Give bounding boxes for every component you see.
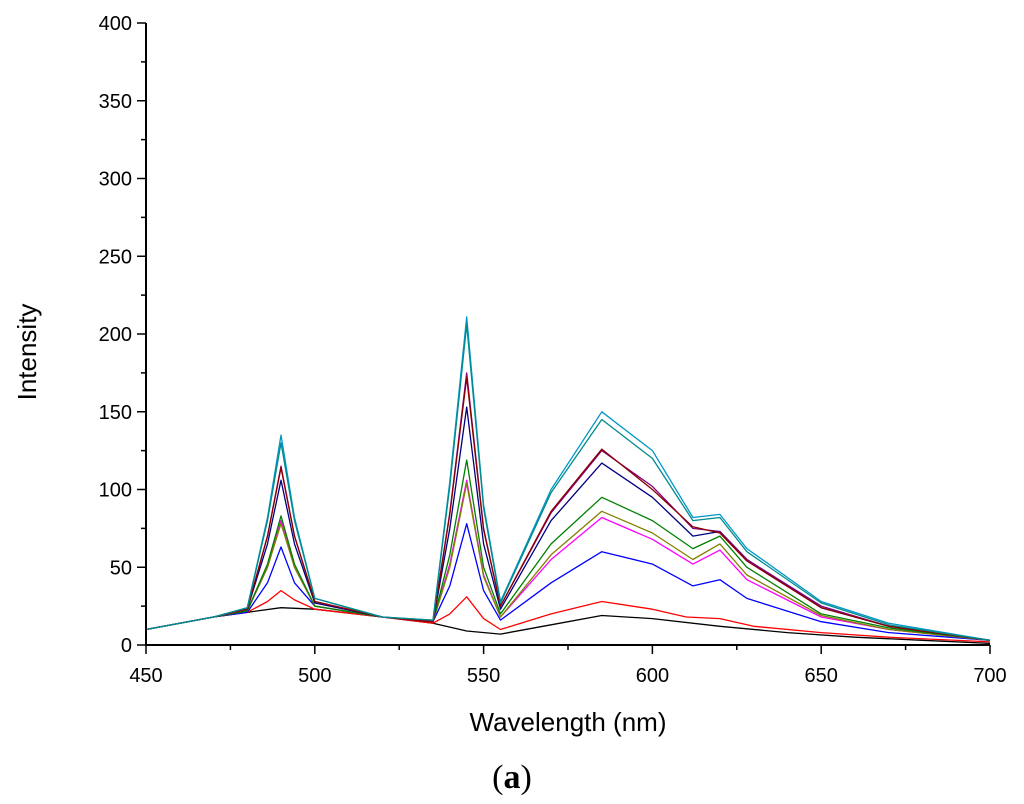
x-tick-label: 650 [805,665,838,687]
panel-label-letter: a [504,759,521,796]
y-tick-label: 0 [121,635,132,657]
y-tick-label: 300 [99,169,132,191]
y-tick-label: 250 [99,246,132,268]
series-line-olive [145,482,991,641]
series-line-blue [145,523,991,641]
x-tick-label: 600 [636,665,669,687]
panel-label-open: ( [492,759,503,796]
x-tick-label: 500 [298,665,331,687]
y-tick-label: 50 [110,557,132,579]
series-layer [145,316,991,645]
series-line-cyan [145,316,991,641]
y-tick-label: 150 [99,402,132,424]
panel-label: (a) [492,759,532,796]
y-axis-title: Intensity [12,304,42,401]
y-tick-label: 350 [99,91,132,113]
x-tick-label: 450 [129,665,162,687]
tick-labels: 450 500 550 600 650 700 0 50 100 150 200 250 300 350 4… [99,13,1007,687]
y-tick-label: 100 [99,480,132,502]
series-line-red [145,589,991,643]
axes [145,23,990,646]
series-line-green [145,459,991,641]
panel-label-close: ) [521,759,532,796]
series-line-teal [145,324,991,641]
series-line-purple [145,372,991,641]
series-line-dark-blue [145,406,991,641]
y-tick-label: 400 [99,13,132,35]
x-axis-title: Wavelength (nm) [470,707,667,737]
series-line-dark-red [145,376,991,641]
axis-ticks [137,22,991,654]
y-tick-label: 200 [99,324,132,346]
x-tick-label: 700 [973,665,1006,687]
x-tick-label: 550 [467,665,500,687]
series-line-black [145,607,991,645]
